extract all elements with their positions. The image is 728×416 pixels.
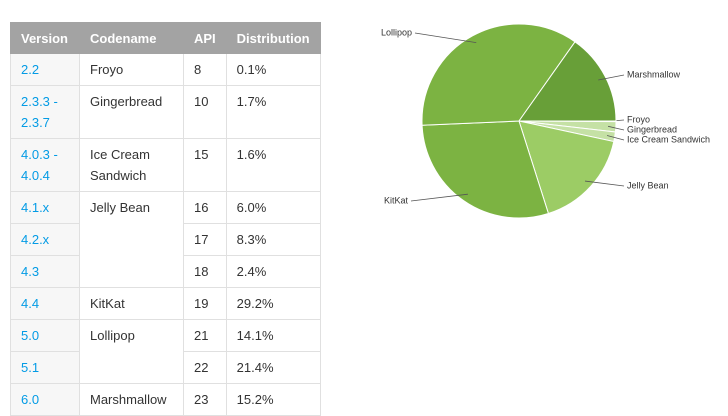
pie-slice	[421, 120, 550, 219]
slice-label: Lollipop	[381, 27, 412, 37]
row: 4.2.x 17 8.3%	[10, 223, 321, 256]
codename: Marshmallow	[79, 383, 184, 416]
distribution: 1.7%	[225, 85, 321, 139]
leader-line	[606, 135, 625, 141]
distribution: 21.4%	[225, 351, 321, 384]
version: 4.1.x	[10, 191, 80, 224]
api: 17	[183, 223, 227, 256]
header-cell: Distribution	[225, 22, 321, 54]
version: 2.3.3 - 2.3.7	[10, 85, 80, 139]
distribution-table: Version Codename API Distribution 2.2 Fr…	[10, 22, 321, 416]
distribution: 15.2%	[225, 383, 321, 416]
pie-slice	[421, 23, 576, 126]
leader-line	[598, 74, 625, 81]
distribution: 14.1%	[225, 319, 321, 352]
api: 18	[183, 255, 227, 288]
slice-label: KitKat	[384, 195, 409, 205]
leader-line	[410, 193, 468, 202]
api: 16	[183, 191, 227, 224]
pie-slice	[518, 41, 617, 122]
version: 4.3	[10, 255, 80, 288]
row: 4.3 18 2.4%	[10, 255, 321, 288]
pie-slice	[518, 120, 615, 215]
version: 4.4	[10, 287, 80, 320]
row: 4.4 KitKat 19 29.2%	[10, 287, 321, 320]
leader-line	[584, 180, 625, 187]
codename: Ice Cream Sandwich	[79, 138, 184, 192]
codename: Lollipop	[79, 319, 184, 384]
slice-label: Jelly Bean	[627, 180, 669, 190]
row: 2.2 Froyo 8 0.1%	[10, 53, 321, 86]
version: 2.2	[10, 53, 80, 86]
api: 8	[183, 53, 227, 86]
distribution: 1.6%	[225, 138, 321, 192]
version: 5.1	[10, 351, 80, 384]
version: 4.0.3 - 4.0.4	[10, 138, 80, 192]
distribution: 8.3%	[225, 223, 321, 256]
slice-label: Gingerbread	[627, 124, 677, 134]
row: 5.1 22 21.4%	[10, 351, 321, 384]
slice-label: Froyo	[627, 114, 650, 124]
slice-label: Marshmallow	[627, 69, 681, 79]
leader-line	[414, 32, 477, 44]
distribution: 29.2%	[225, 287, 321, 320]
codename: Jelly Bean	[79, 191, 184, 288]
distribution: 0.1%	[225, 53, 321, 86]
codename: Gingerbread	[79, 85, 184, 139]
slice-label: Ice Cream Sandwich	[627, 134, 710, 144]
row: 4.0.3 - 4.0.4 Ice Cream Sandwich 15 1.6%	[10, 138, 321, 192]
api: 10	[183, 85, 227, 139]
row: 6.0 Marshmallow 23 15.2%	[10, 383, 321, 416]
row: 2.3.3 - 2.3.7 Gingerbread 10 1.7%	[10, 85, 321, 139]
header-cell: Codename	[79, 22, 184, 54]
row: 4.1.x Jelly Bean 16 6.0%	[10, 191, 321, 288]
header-row: Version Codename API Distribution	[10, 22, 321, 54]
header-cell: Version	[10, 22, 80, 54]
leader-line	[607, 125, 625, 131]
version: 4.2.x	[10, 223, 80, 256]
